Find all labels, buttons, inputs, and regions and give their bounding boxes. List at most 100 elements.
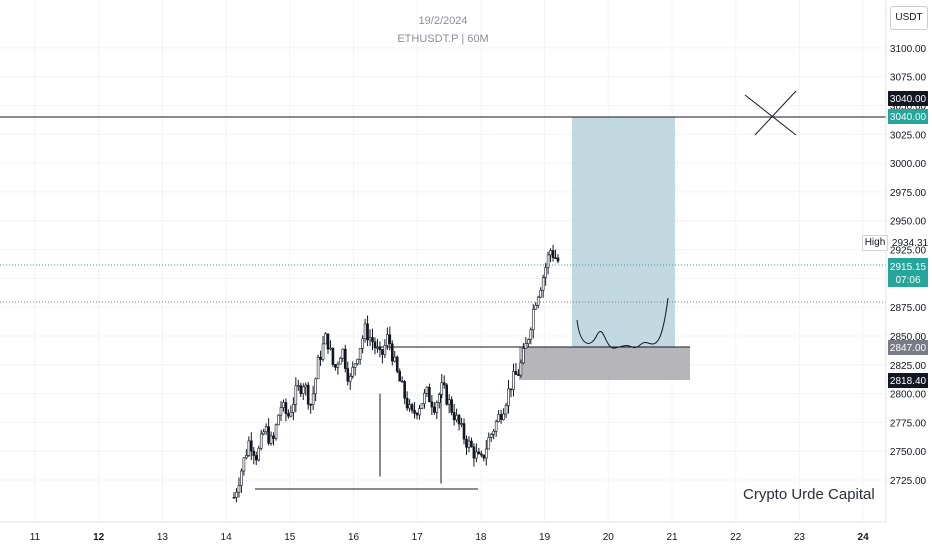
- symbol-line: ETHUSDT.P | 60M: [397, 33, 489, 45]
- candle-up: [321, 343, 325, 360]
- y-tick-label: 2750.00: [890, 447, 927, 458]
- candle-down: [272, 435, 275, 439]
- candle-down: [450, 399, 453, 413]
- candle-up: [301, 386, 305, 394]
- candle-up: [242, 457, 246, 472]
- candle-up: [393, 356, 397, 362]
- take-profit-zone[interactable]: [572, 117, 675, 347]
- currency-button[interactable]: USDT: [890, 6, 928, 30]
- candle-up: [455, 414, 458, 421]
- candle-down: [509, 388, 513, 391]
- candle-up: [356, 358, 359, 365]
- candle-up: [524, 343, 528, 349]
- candle-up: [420, 403, 424, 409]
- candle-down: [381, 349, 384, 355]
- candle-down: [326, 333, 330, 350]
- candle-up: [358, 348, 362, 360]
- y-tick-label: 3075.00: [890, 73, 927, 84]
- candle-up: [282, 402, 285, 408]
- x-tick-label: 24: [858, 532, 870, 543]
- candle-up: [304, 384, 308, 388]
- x-tick-label: 23: [794, 532, 806, 543]
- candle-up: [279, 407, 283, 416]
- candle-down: [400, 380, 404, 383]
- tag-current-price: 2915.15: [890, 262, 927, 273]
- candle-up: [475, 451, 478, 459]
- candle-down: [331, 347, 335, 365]
- candle-up: [363, 323, 367, 340]
- candle-up: [289, 411, 293, 417]
- candle-up: [245, 455, 248, 459]
- candle-down: [442, 382, 446, 386]
- candle-down: [403, 381, 406, 399]
- candle-up: [383, 344, 387, 355]
- cross-marker[interactable]: [744, 90, 797, 136]
- candle-up: [423, 392, 426, 404]
- y-tick-label: 3100.00: [890, 44, 927, 55]
- candle-up: [492, 430, 495, 435]
- candle-up: [437, 394, 441, 403]
- candle-up: [507, 388, 510, 406]
- candle-down: [284, 402, 288, 414]
- candle-series: [232, 244, 560, 503]
- candle-up: [240, 470, 243, 486]
- candle-up: [274, 424, 278, 439]
- candle-up: [487, 437, 491, 450]
- candle-up: [324, 333, 327, 345]
- x-tick-label: 20: [603, 532, 615, 543]
- candle-up: [314, 378, 317, 395]
- gridlines: [0, 0, 886, 522]
- candle-up: [264, 426, 268, 433]
- candle-up: [386, 334, 389, 346]
- candle-down: [309, 403, 312, 406]
- x-tick-label: 13: [157, 532, 169, 543]
- y-tick-label: 2975.00: [890, 188, 927, 199]
- candle-up: [418, 408, 421, 416]
- candle-down: [465, 438, 468, 448]
- stop-loss-zone[interactable]: [519, 347, 690, 380]
- candle-down: [250, 440, 253, 452]
- watermark: Crypto Urde Capital: [743, 486, 875, 503]
- candle-up: [408, 404, 411, 409]
- time-axis[interactable]: 11 12 13 14 15 16 17 18 19 20 21 22 23 24: [30, 532, 869, 543]
- candle-up: [534, 305, 538, 310]
- candle-up: [237, 485, 241, 493]
- candle-down: [428, 386, 431, 403]
- candle-up: [494, 421, 498, 432]
- candle-up: [277, 414, 280, 426]
- y-tick-label: 2725.00: [890, 476, 927, 487]
- candle-down: [517, 374, 520, 376]
- candle-down: [482, 454, 486, 459]
- candle-up: [425, 386, 429, 394]
- candle-up: [336, 363, 340, 368]
- candle-up: [368, 337, 372, 341]
- candle-down: [252, 450, 256, 456]
- candle-up: [549, 250, 552, 256]
- candle-down: [551, 250, 555, 258]
- candle-up: [351, 367, 355, 377]
- candle-up: [376, 347, 379, 349]
- tag-3040-line: 3040.00: [890, 94, 927, 105]
- projected-path-drawing[interactable]: [576, 297, 669, 349]
- candle-up: [311, 393, 315, 405]
- candle-up: [361, 338, 364, 349]
- tag-entry: 2847.00: [890, 343, 927, 354]
- candle-down: [390, 343, 394, 362]
- y-tick-label: 2925.00: [890, 246, 927, 257]
- candle-up: [447, 399, 451, 405]
- price-tags: 3040.00 3040.00 2934.31 2915.15 07:06 28…: [888, 91, 929, 388]
- candle-up: [504, 405, 508, 415]
- x-tick-label: 11: [30, 532, 41, 543]
- tag-stop: 2818.40: [890, 376, 927, 387]
- candle-down: [514, 371, 518, 375]
- candle-up: [292, 404, 295, 413]
- candle-up: [348, 375, 352, 382]
- candle-up: [539, 289, 542, 298]
- candle-down: [346, 368, 350, 382]
- high-label: High: [862, 235, 888, 251]
- candle-up: [502, 413, 505, 420]
- candle-up: [341, 348, 345, 359]
- candle-up: [519, 362, 523, 376]
- candle-down: [287, 413, 290, 417]
